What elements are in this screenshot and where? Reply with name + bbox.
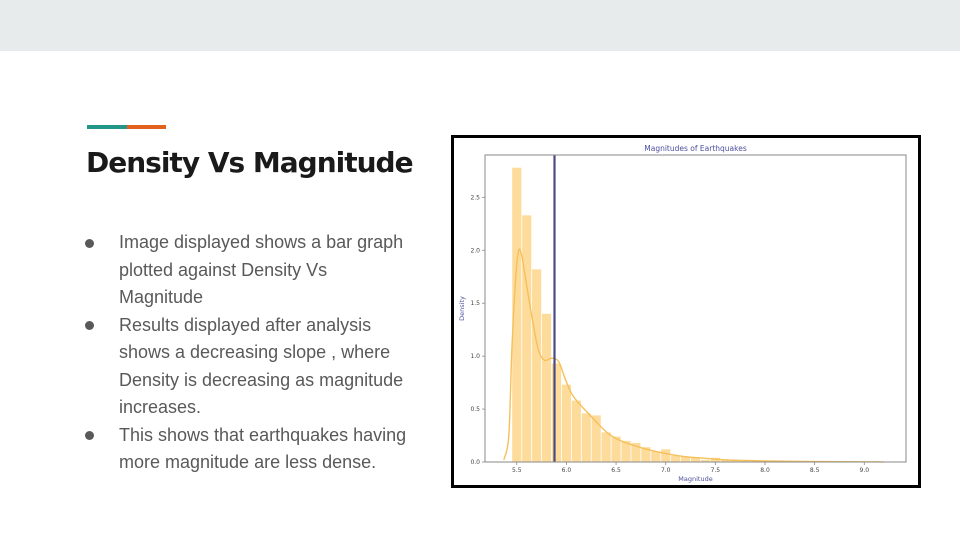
top-band <box>0 0 960 51</box>
histogram-bar <box>651 451 661 462</box>
histogram-bar <box>532 269 542 462</box>
histogram-bar <box>690 457 701 462</box>
title-accent-orange <box>127 125 166 129</box>
histogram-bar <box>641 447 651 462</box>
chart-title: Magnitudes of Earthquakes <box>644 144 747 153</box>
kde-layer <box>503 248 885 463</box>
histogram-bar <box>611 436 621 462</box>
bullet-dot <box>85 321 94 330</box>
bullet-text: This shows that earthquakes having more … <box>119 424 407 473</box>
histogram-bar <box>740 460 750 462</box>
histogram-bar <box>750 460 760 462</box>
x-tick-label: 5.5 <box>512 467 522 474</box>
slide-title: Density Vs Magnitude <box>86 146 414 179</box>
x-tick-label: 8.5 <box>810 467 820 474</box>
histogram-bar <box>601 432 611 462</box>
x-tick-label: 7.0 <box>661 467 671 474</box>
bullet-dot <box>85 431 94 440</box>
histogram-bar <box>700 459 710 462</box>
bullet-list: Image displayed shows a bar graph plotte… <box>82 229 412 477</box>
chart-image-frame: 5.5 6.0 6.5 7.0 7.5 8.0 8.5 9.0 0.0 0.5 1.0 1.5 2.0… <box>451 135 921 488</box>
bullet-text: Results displayed after analysis shows a… <box>119 314 404 418</box>
kde-curve <box>503 248 885 463</box>
y-tick-label: 1.0 <box>470 353 480 360</box>
histogram-bar <box>581 413 591 462</box>
y-axis-label: Density <box>458 296 466 321</box>
histogram-bar <box>681 456 691 462</box>
x-axis-label: Magnitude <box>678 475 712 483</box>
bars-layer <box>512 167 800 462</box>
x-tick-label: 6.0 <box>562 467 572 474</box>
y-tick-label: 2.5 <box>470 194 480 201</box>
histogram-bar <box>631 442 641 462</box>
y-ticks: 0.0 0.5 1.0 1.5 2.0 2.5 <box>470 194 485 466</box>
bullet-item: This shows that earthquakes having more … <box>82 422 412 477</box>
histogram-bar <box>710 457 720 462</box>
histogram-bar <box>512 167 522 462</box>
x-tick-label: 6.5 <box>611 467 621 474</box>
histogram-bar <box>661 449 671 462</box>
bullet-text: Image displayed shows a bar graph plotte… <box>119 232 404 307</box>
histogram-bar <box>571 400 581 462</box>
histogram-bar <box>730 460 740 462</box>
x-ticks: 5.5 6.0 6.5 7.0 7.5 8.0 8.5 9.0 <box>512 462 869 474</box>
density-histogram-chart: 5.5 6.0 6.5 7.0 7.5 8.0 8.5 9.0 0.0 0.5 1.0 1.5 2.0… <box>458 144 907 483</box>
bullet-item: Results displayed after analysis shows a… <box>82 312 412 422</box>
histogram-bar <box>671 455 681 462</box>
histogram-bar <box>551 363 562 462</box>
y-tick-label: 2.0 <box>470 247 480 254</box>
title-accent-teal <box>87 125 127 129</box>
y-tick-label: 0.5 <box>470 406 480 413</box>
histogram-bar <box>591 415 601 462</box>
histogram-bar <box>542 313 552 462</box>
histogram-bar <box>522 215 532 462</box>
y-tick-label: 0.0 <box>470 459 480 466</box>
histogram-bar <box>621 440 631 462</box>
plot-area-border <box>484 154 907 463</box>
bullet-item: Image displayed shows a bar graph plotte… <box>82 229 412 312</box>
histogram-bar <box>720 459 730 462</box>
y-tick-label: 1.5 <box>470 300 480 307</box>
x-tick-label: 8.0 <box>760 467 770 474</box>
bullet-dot <box>85 238 94 248</box>
histogram-bar <box>561 384 571 462</box>
x-tick-label: 7.5 <box>711 467 721 474</box>
x-tick-label: 9.0 <box>860 467 870 474</box>
